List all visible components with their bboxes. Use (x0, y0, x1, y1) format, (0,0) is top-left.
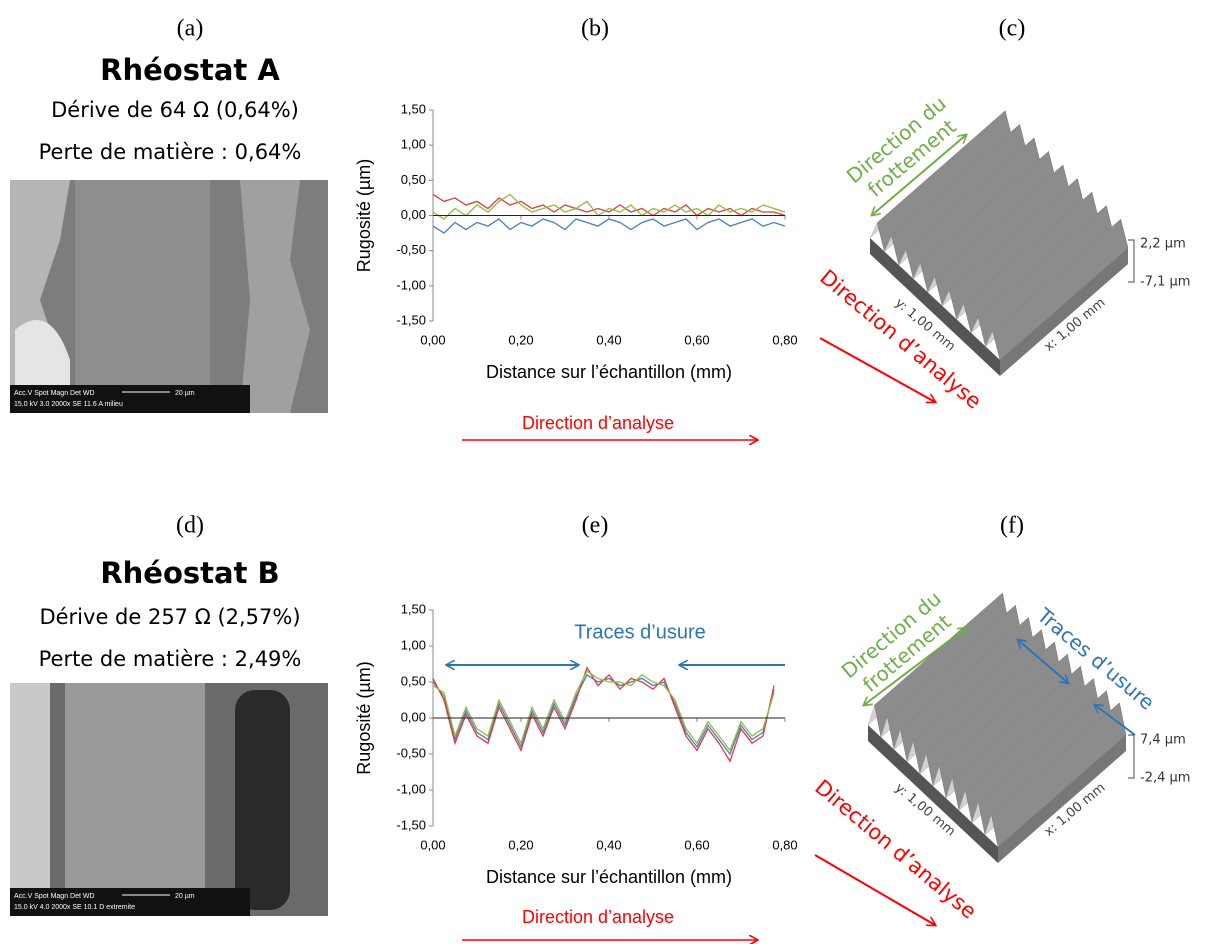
profile-line (432, 666, 775, 763)
y-axis-title: Rugosité (µm) (354, 159, 374, 272)
panel-title: Rhéostat A (100, 53, 280, 87)
drift-text: Dérive de 257 Ω (2,57%) (39, 605, 300, 629)
surface-wall (998, 735, 1126, 863)
profile-line (432, 218, 786, 234)
sem-caption: 15.0 kV 4.0 2000x SE 10.1 D extremite (14, 904, 135, 911)
z-scale (1128, 239, 1135, 283)
drift-text: Dérive de 64 Ω (0,64%) (51, 98, 299, 122)
wear-arrow (1018, 640, 1068, 683)
loss-text: Perte de matière : 2,49% (39, 647, 302, 671)
ridge-side (991, 702, 1127, 848)
x-tick-label: 0,00 (420, 837, 445, 852)
annotation: Traces d’usure (574, 621, 706, 643)
x-tick-label: 0,60 (684, 837, 709, 852)
panel-label: (b) (581, 16, 609, 42)
y-tick-label: -1,00 (396, 277, 426, 292)
y-tick-label: 0,00 (401, 709, 426, 724)
direction-label: Direction d’analyse (522, 413, 674, 433)
wear-arrow (1095, 705, 1136, 736)
z-max: 2,2 µm (1140, 237, 1186, 252)
x-axis-title: Distance sur l’échantillon (mm) (486, 362, 732, 382)
z-min: -7,1 µm (1140, 275, 1190, 290)
ridge-side (992, 218, 1129, 361)
panel-label: (d) (176, 513, 204, 539)
profile-line (432, 673, 775, 756)
y-tick-label: -1,50 (396, 312, 426, 327)
z-scale (1128, 734, 1135, 779)
panel-label: (c) (999, 16, 1026, 42)
y-tick-label: -0,50 (396, 745, 426, 760)
panel-d: (d) Rhéostat B Dérive de 257 Ω (2,57%) P… (10, 513, 328, 916)
sem-caption: 15.0 kV 3.0 2000x SE 11.6 A milieu (14, 401, 123, 408)
profile-line (432, 193, 786, 217)
y-tick-label: 1,00 (401, 637, 426, 652)
direction-label: Direction d’analyse (522, 907, 674, 927)
panel-a: (a) Rhéostat A Dérive de 64 Ω (0,64%) Pe… (10, 16, 328, 413)
profile-line (432, 193, 786, 220)
y-axis-title: Rugosité (µm) (354, 661, 374, 774)
profile-line (432, 670, 775, 752)
sem-caption: Acc.V Spot Magn Det WD (14, 390, 95, 397)
panel-label: (e) (582, 513, 609, 539)
panel-title: Rhéostat B (100, 556, 279, 590)
loss-text: Perte de matière : 0,64% (39, 140, 302, 164)
y-tick-label: 0,50 (401, 172, 426, 187)
y-tick-label: 1,50 (401, 601, 426, 616)
y-tick-label: -1,00 (396, 781, 426, 796)
analysis-arrow (814, 854, 935, 925)
x-tick-label: 0,40 (596, 332, 621, 347)
x-tick-label: 0,80 (772, 837, 797, 852)
y-tick-label: -0,50 (396, 242, 426, 257)
x-tick-label: 0,40 (596, 837, 621, 852)
surface-wall (870, 238, 1000, 376)
x-tick-label: 0,80 (772, 332, 797, 347)
sem-image: Acc.V Spot Magn Det WD 15.0 kV 4.0 2000x… (10, 683, 328, 916)
friction-arrow (864, 628, 966, 705)
y-tick-label: 1,50 (401, 101, 426, 116)
z-min: -2,4 µm (1140, 771, 1190, 786)
z-max: 7,4 µm (1140, 733, 1186, 748)
sem-scale: 20 µm (175, 390, 195, 397)
sem-scale: 20 µm (175, 893, 195, 900)
sem-image: Acc.V Spot Magn Det WD 15.0 kV 3.0 2000x… (10, 180, 328, 413)
y-tick-label: 0,00 (401, 207, 426, 222)
surface-wall (868, 725, 998, 863)
x-tick-label: 0,60 (684, 332, 709, 347)
friction-arrow (872, 135, 966, 215)
analysis-arrow (819, 337, 935, 402)
sem-caption: Acc.V Spot Magn Det WD (14, 893, 95, 900)
y-tick-label: -1,50 (396, 817, 426, 832)
y-tick-label: 1,00 (401, 137, 426, 152)
x-axis-title: Distance sur l’échantillon (mm) (486, 867, 732, 887)
surface-wall (1000, 248, 1128, 376)
y-tick-label: 0,50 (401, 673, 426, 688)
x-tick-label: 0,00 (420, 332, 445, 347)
x-tick-label: 0,20 (508, 332, 533, 347)
panel-label: (a) (177, 16, 204, 42)
x-tick-label: 0,20 (508, 837, 533, 852)
panel-label: (f) (1000, 513, 1024, 539)
